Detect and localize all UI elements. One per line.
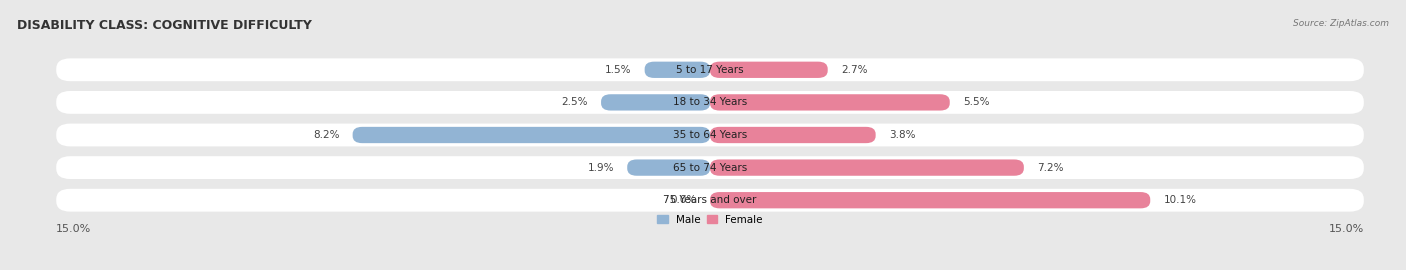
Text: DISABILITY CLASS: COGNITIVE DIFFICULTY: DISABILITY CLASS: COGNITIVE DIFFICULTY	[17, 19, 312, 32]
FancyBboxPatch shape	[710, 160, 1024, 176]
Text: 35 to 64 Years: 35 to 64 Years	[673, 130, 747, 140]
Text: 15.0%: 15.0%	[56, 224, 91, 234]
Text: 75 Years and over: 75 Years and over	[664, 195, 756, 205]
Text: 7.2%: 7.2%	[1038, 163, 1063, 173]
FancyBboxPatch shape	[710, 127, 876, 143]
Text: 8.2%: 8.2%	[314, 130, 340, 140]
FancyBboxPatch shape	[627, 160, 710, 176]
FancyBboxPatch shape	[644, 62, 710, 78]
FancyBboxPatch shape	[56, 58, 1364, 81]
FancyBboxPatch shape	[56, 124, 1364, 146]
FancyBboxPatch shape	[710, 94, 950, 110]
FancyBboxPatch shape	[56, 156, 1364, 179]
Text: 1.9%: 1.9%	[588, 163, 614, 173]
Text: 15.0%: 15.0%	[1329, 224, 1364, 234]
FancyBboxPatch shape	[710, 192, 1150, 208]
FancyBboxPatch shape	[710, 62, 828, 78]
FancyBboxPatch shape	[56, 91, 1364, 114]
Text: 1.5%: 1.5%	[605, 65, 631, 75]
Text: 3.8%: 3.8%	[889, 130, 915, 140]
Text: 0.0%: 0.0%	[671, 195, 697, 205]
FancyBboxPatch shape	[56, 189, 1364, 212]
Text: 18 to 34 Years: 18 to 34 Years	[673, 97, 747, 107]
Legend: Male, Female: Male, Female	[657, 215, 763, 225]
Text: 2.5%: 2.5%	[561, 97, 588, 107]
Text: Source: ZipAtlas.com: Source: ZipAtlas.com	[1294, 19, 1389, 28]
Text: 5 to 17 Years: 5 to 17 Years	[676, 65, 744, 75]
Text: 5.5%: 5.5%	[963, 97, 990, 107]
FancyBboxPatch shape	[353, 127, 710, 143]
FancyBboxPatch shape	[602, 94, 710, 110]
Text: 65 to 74 Years: 65 to 74 Years	[673, 163, 747, 173]
Text: 2.7%: 2.7%	[841, 65, 868, 75]
Text: 10.1%: 10.1%	[1163, 195, 1197, 205]
